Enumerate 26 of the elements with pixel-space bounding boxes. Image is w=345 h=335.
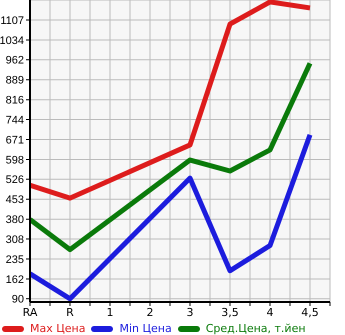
x-tick-label: 1	[106, 306, 114, 319]
legend-label: Сред.Цена, т.йен	[204, 322, 306, 335]
y-tick-label: 1034	[0, 34, 24, 47]
legend-label: Min Цена	[118, 322, 172, 335]
y-tick-label: 744	[6, 114, 24, 126]
x-tick-label: 3,5	[221, 306, 239, 319]
legend-label: Max Цена	[29, 322, 86, 335]
y-tick-label: 671	[6, 134, 24, 146]
x-tick-label: R	[66, 306, 74, 319]
y-tick-label: 598	[6, 154, 24, 166]
x-tick-label: 4,5	[301, 306, 319, 319]
y-tick-label: 453	[6, 194, 24, 206]
y-tick-label: 162	[6, 274, 24, 286]
x-tick-label: 4	[266, 306, 274, 319]
y-tick-label: 816	[6, 94, 24, 107]
y-tick-label: 380	[6, 214, 24, 226]
x-tick-label: RA	[22, 306, 38, 319]
y-tick-label: 308	[6, 234, 24, 246]
x-tick-label: 3	[186, 306, 194, 319]
y-tick-label: 526	[6, 174, 24, 186]
y-tick-label: 90	[12, 294, 24, 306]
y-tick-label: 889	[6, 74, 24, 87]
y-tick-label: 235	[6, 254, 24, 266]
y-tick-label: 962	[6, 54, 24, 67]
y-tick-label: 1107	[0, 14, 24, 27]
x-tick-label: 2	[146, 306, 154, 319]
